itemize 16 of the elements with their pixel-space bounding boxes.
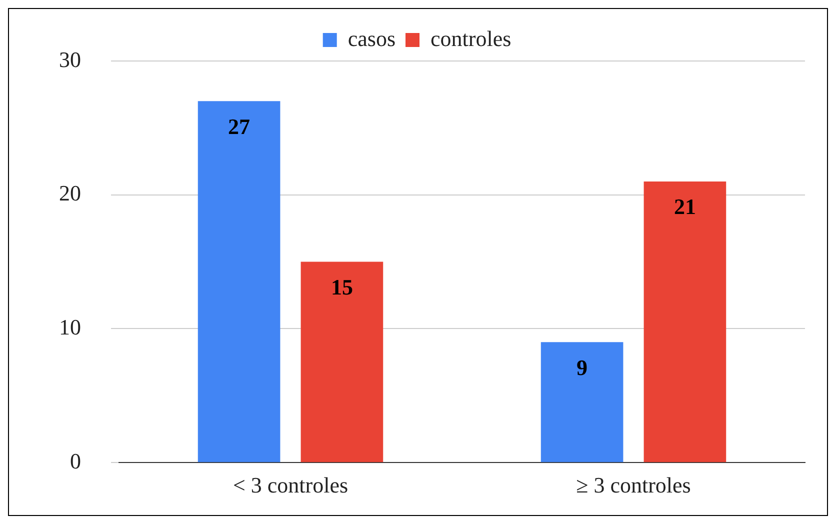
data-label: 27 bbox=[228, 114, 250, 139]
y-tick-label: 0 bbox=[70, 448, 81, 474]
x-tick-label: < 3 controles bbox=[232, 472, 348, 498]
y-tick-label: 30 bbox=[59, 46, 81, 72]
y-tick-label: 10 bbox=[59, 314, 81, 340]
data-label: 9 bbox=[576, 354, 588, 380]
legend-label: controles bbox=[430, 26, 512, 51]
bar bbox=[198, 101, 280, 462]
bar bbox=[540, 342, 624, 462]
bar bbox=[300, 262, 384, 462]
x-tick-label: ≥ 3 controles bbox=[576, 472, 691, 498]
data-label: 21 bbox=[674, 194, 696, 220]
y-tick-label: 20 bbox=[59, 180, 81, 206]
legend-label: casos bbox=[348, 26, 396, 51]
bar bbox=[644, 181, 726, 462]
data-label: 15 bbox=[330, 274, 353, 300]
